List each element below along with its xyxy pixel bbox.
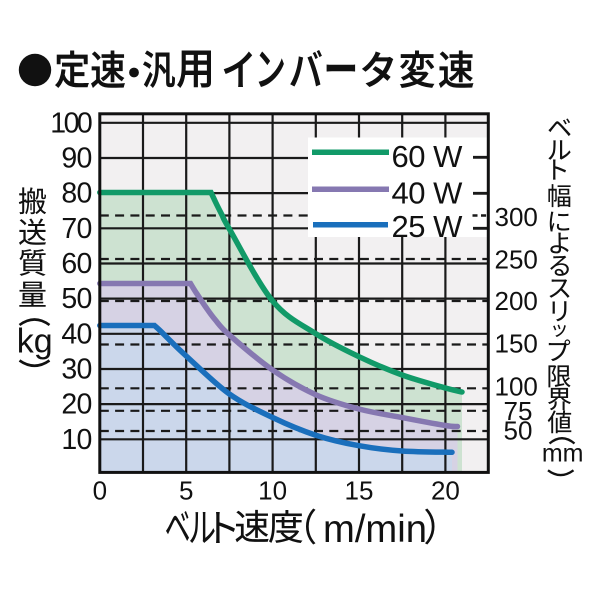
svg-text:75: 75 bbox=[504, 396, 533, 426]
svg-text:40 W: 40 W bbox=[392, 176, 464, 211]
svg-text:80: 80 bbox=[61, 178, 91, 210]
svg-text:150: 150 bbox=[495, 329, 538, 359]
svg-text:90: 90 bbox=[61, 143, 91, 175]
svg-text:5: 5 bbox=[179, 476, 193, 506]
svg-text:250: 250 bbox=[495, 245, 538, 275]
svg-text:60: 60 bbox=[61, 248, 91, 280]
svg-text:0: 0 bbox=[93, 476, 107, 506]
svg-text:70: 70 bbox=[61, 213, 91, 245]
svg-text:10: 10 bbox=[61, 424, 91, 456]
svg-text:200: 200 bbox=[495, 286, 538, 316]
svg-text:40: 40 bbox=[61, 318, 91, 350]
svg-text:50: 50 bbox=[61, 283, 91, 315]
svg-text:m/min: m/min bbox=[323, 508, 427, 551]
svg-text:30: 30 bbox=[61, 354, 91, 386]
svg-text:100: 100 bbox=[50, 107, 92, 139]
svg-text:kg: kg bbox=[17, 323, 53, 361]
svg-text:mm: mm bbox=[542, 440, 584, 468]
svg-text:25 W: 25 W bbox=[392, 209, 464, 244]
svg-text:60 W: 60 W bbox=[392, 139, 464, 174]
svg-text:300: 300 bbox=[495, 202, 538, 232]
svg-text:20: 20 bbox=[61, 389, 91, 421]
svg-text:10: 10 bbox=[258, 476, 287, 506]
svg-text:50: 50 bbox=[504, 416, 533, 446]
svg-text:100: 100 bbox=[495, 372, 538, 402]
svg-text:15: 15 bbox=[345, 476, 374, 506]
svg-text:20: 20 bbox=[431, 476, 460, 506]
